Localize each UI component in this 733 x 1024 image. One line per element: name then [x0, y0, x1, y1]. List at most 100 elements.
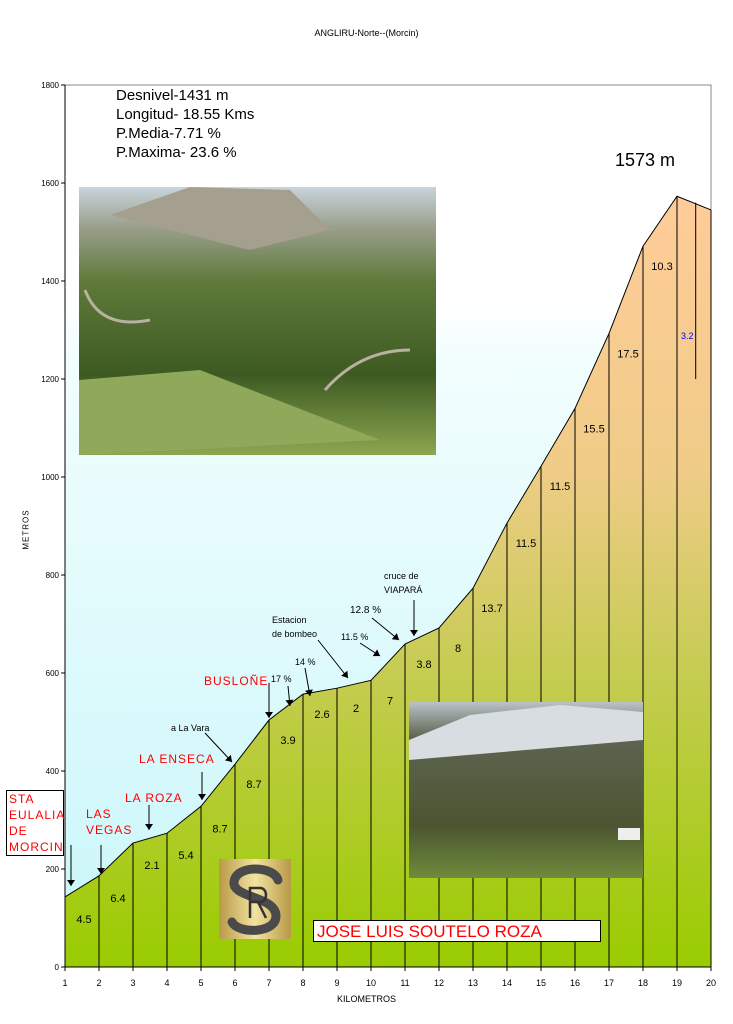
place-la-enseca: LA ENSECA [139, 752, 215, 766]
las-vegas-line-2: VEGAS [86, 823, 133, 837]
y-tick-label: 1600 [41, 179, 59, 188]
x-tick-label: 17 [604, 978, 614, 988]
stat-pendiente-maxima: P.Maxima- 23.6 % [116, 144, 237, 161]
start-place-box: STA EULALIA DE MORCIN [6, 790, 64, 856]
arrowhead-icon [224, 754, 232, 762]
segment-gradient-label: 11.5 [550, 481, 571, 493]
x-tick-label: 19 [672, 978, 682, 988]
segment-gradient-label: 11.5 [516, 538, 537, 550]
x-tick-label: 15 [536, 978, 546, 988]
x-tick-label: 5 [198, 978, 203, 988]
chart-title: ANGLIRU-Norte--(Morcin) [314, 28, 419, 38]
segment-gradient-label: 3.9 [280, 735, 295, 747]
arrowhead-icon [97, 868, 105, 874]
x-tick-label: 7 [266, 978, 271, 988]
note-a-la-vara: a La Vara [171, 723, 210, 733]
note-14-percent: 14 % [295, 657, 316, 667]
x-tick-label: 6 [232, 978, 237, 988]
cruce-line-1: cruce de [384, 571, 419, 581]
y-tick-label: 600 [46, 669, 60, 678]
x-tick-label: 20 [706, 978, 716, 988]
arrowhead-icon [145, 824, 153, 830]
segment-gradient-label: 3.8 [416, 659, 431, 671]
segment-gradient-label: 3.2 [681, 331, 694, 341]
photo-valley [409, 702, 643, 878]
place-busLone: BUSLOÑE [204, 674, 269, 688]
segment-gradient-label: 7 [387, 695, 393, 707]
segment-gradient-label: 8 [455, 643, 461, 655]
segment-gradient-label: 2.1 [144, 860, 159, 872]
annotation-arrow [204, 732, 233, 763]
x-tick-label: 14 [502, 978, 512, 988]
arrowhead-icon [341, 670, 348, 678]
y-axis-label: METROS [21, 509, 31, 550]
segment-gradient-label: 2.6 [314, 709, 329, 721]
logo-r-shape [248, 886, 268, 919]
climb-stats: Desnivel-1431 m Longitud- 18.55 Kms P.Me… [116, 86, 254, 162]
author-logo [219, 859, 291, 939]
x-tick-label: 9 [334, 978, 339, 988]
x-tick-label: 3 [130, 978, 135, 988]
segment-gradient-label: 13.7 [481, 603, 502, 615]
arrowhead-icon [305, 689, 313, 696]
logo-s-shape [227, 864, 283, 935]
arrowhead-icon [198, 794, 206, 800]
start-line-1: STA [9, 792, 35, 806]
segment-gradient-label: 8.7 [212, 823, 227, 835]
y-tick-label: 1200 [41, 375, 59, 384]
y-tick-label: 1800 [41, 81, 59, 90]
profile-line [64, 195, 712, 898]
segment-gradient-label: 5.4 [178, 850, 193, 862]
note-11-5-percent: 11.5 % [341, 632, 369, 642]
estacion-line-2: de bombeo [272, 629, 318, 639]
arrowhead-icon [285, 699, 294, 706]
note-estacion-bombeo: Estacion de bombeo [272, 613, 317, 641]
segment-gradient-label: 8.7 [246, 779, 261, 791]
start-line-3: DE [9, 824, 28, 838]
segment-gradient-label: 15.5 [583, 423, 604, 435]
las-vegas-line-1: LAS [86, 807, 112, 821]
x-axis-label: KILOMETROS [336, 994, 396, 1004]
arrowhead-icon [372, 649, 380, 657]
x-tick-label: 13 [468, 978, 478, 988]
note-12-8-percent: 12.8 % [350, 605, 382, 616]
start-line-4: MORCIN [9, 840, 64, 854]
segment-gradient-label: 6.4 [110, 893, 125, 905]
arrowhead-icon [391, 633, 399, 640]
x-tick-label: 10 [366, 978, 376, 988]
x-tick-label: 18 [638, 978, 648, 988]
stat-pendiente-media: P.Media-7.71 % [116, 125, 221, 142]
x-tick-label: 8 [300, 978, 305, 988]
segment-gradient-label: 10.3 [651, 261, 672, 273]
y-tick-label: 0 [55, 963, 60, 972]
annotation-arrow [317, 639, 349, 679]
x-tick-label: 16 [570, 978, 580, 988]
x-tick-label: 12 [434, 978, 444, 988]
arrowhead-icon [410, 630, 418, 636]
photo-mountain-road [79, 187, 436, 455]
arrowhead-icon [265, 712, 273, 718]
place-la-roza: LA ROZA [125, 791, 183, 805]
segment-gradient-label: 4.5 [76, 914, 91, 926]
stat-desnivel: Desnivel-1431 m [116, 87, 229, 104]
place-las-vegas: LAS VEGAS [86, 806, 132, 838]
y-tick-label: 200 [46, 865, 60, 874]
start-line-2: EULALIA [9, 808, 66, 822]
note-cruce-viapara: cruce de VIAPARÁ [384, 569, 422, 597]
x-tick-label: 1 [62, 978, 67, 988]
x-tick-label: 11 [400, 978, 409, 988]
cruce-line-2: VIAPARÁ [384, 585, 423, 595]
y-tick-label: 800 [46, 571, 60, 580]
y-tick-label: 1000 [41, 473, 59, 482]
x-tick-label: 4 [164, 978, 169, 988]
stat-longitud: Longitud- 18.55 Kms [116, 106, 255, 123]
y-tick-label: 1400 [41, 277, 59, 286]
segment-gradient-label: 17.5 [617, 348, 638, 360]
estacion-line-1: Estacion [272, 615, 307, 625]
y-tick-label: 400 [46, 767, 60, 776]
note-17-percent: 17 % [271, 674, 292, 684]
author-credit: JOSE LUIS SOUTELO ROZA [313, 920, 601, 942]
arrowhead-icon [67, 880, 75, 886]
x-tick-label: 2 [96, 978, 101, 988]
